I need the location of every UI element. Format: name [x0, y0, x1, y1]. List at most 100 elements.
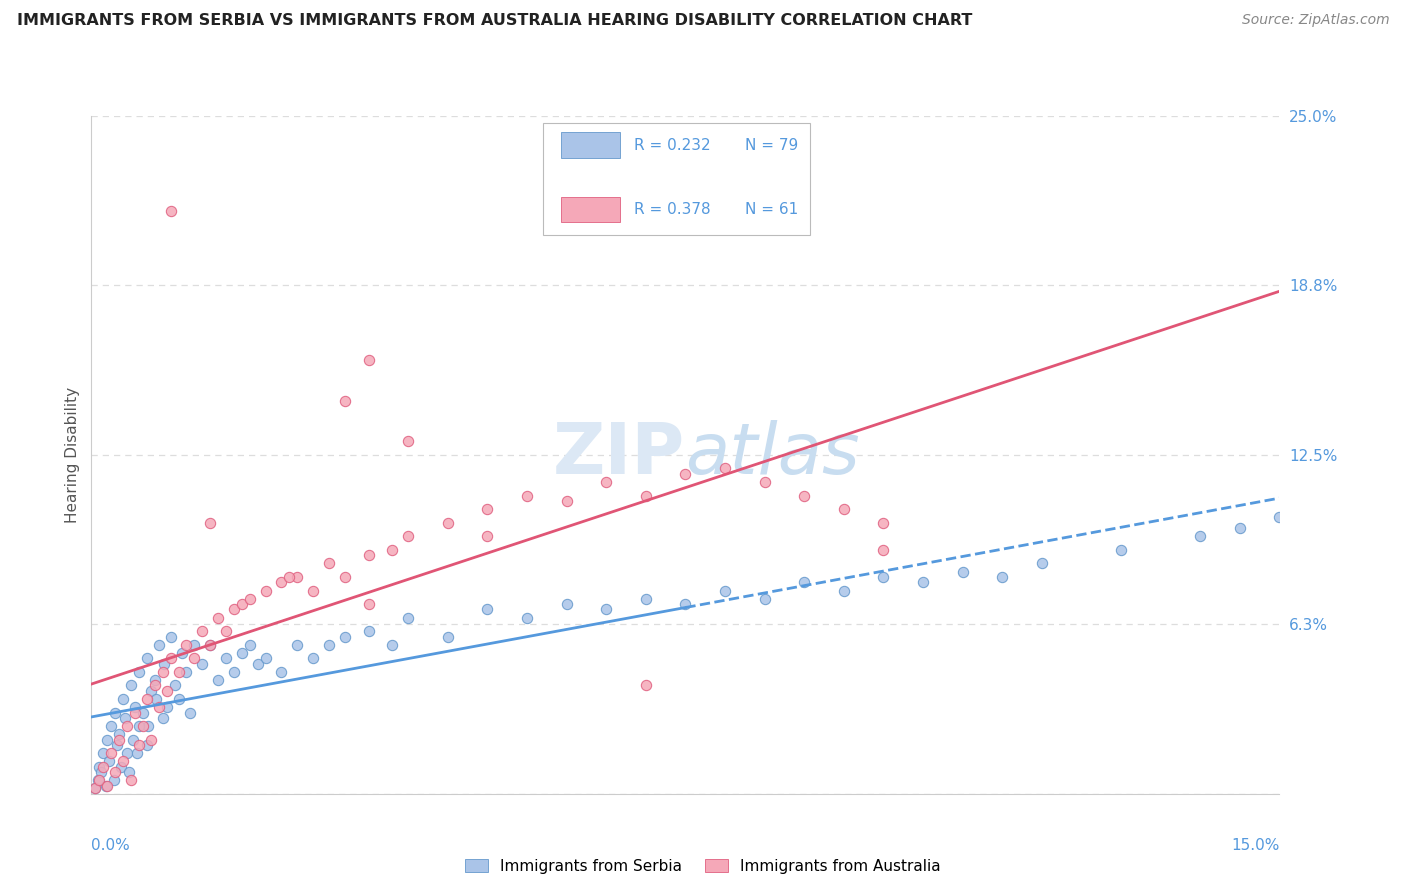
- Text: 15.0%: 15.0%: [1232, 838, 1279, 853]
- Point: [110, 760, 132, 774]
- Text: ZIP: ZIP: [553, 420, 685, 490]
- Point: [139, 732, 162, 747]
- FancyBboxPatch shape: [543, 123, 810, 235]
- Point: [148, 638, 170, 652]
- Point: [163, 678, 186, 692]
- Point: [89, 773, 111, 788]
- Point: [135, 692, 157, 706]
- Point: [128, 738, 150, 752]
- Point: [152, 711, 174, 725]
- Point: [239, 591, 262, 606]
- Point: [207, 610, 229, 624]
- Point: [222, 665, 245, 679]
- Point: [634, 591, 657, 606]
- Point: [135, 651, 157, 665]
- Point: [436, 630, 458, 644]
- Point: [115, 719, 138, 733]
- Point: [132, 706, 155, 720]
- Point: [239, 638, 262, 652]
- FancyBboxPatch shape: [561, 132, 620, 158]
- Point: [138, 719, 160, 733]
- Point: [231, 597, 253, 611]
- Point: [159, 203, 181, 218]
- Point: [555, 597, 578, 611]
- Point: [198, 638, 221, 652]
- Point: [911, 575, 934, 590]
- Point: [595, 475, 617, 489]
- Point: [108, 727, 131, 741]
- Point: [555, 494, 578, 508]
- Point: [112, 692, 135, 706]
- Point: [222, 602, 245, 616]
- Point: [246, 657, 269, 671]
- Point: [121, 732, 143, 747]
- Point: [396, 434, 419, 449]
- Point: [477, 502, 499, 516]
- Point: [278, 570, 301, 584]
- Point: [793, 489, 815, 503]
- Point: [270, 665, 292, 679]
- Point: [124, 706, 146, 720]
- Point: [89, 760, 111, 774]
- Text: IMMIGRANTS FROM SERBIA VS IMMIGRANTS FROM AUSTRALIA HEARING DISABILITY CORRELATI: IMMIGRANTS FROM SERBIA VS IMMIGRANTS FRO…: [17, 13, 972, 29]
- Point: [159, 630, 181, 644]
- Point: [90, 765, 112, 780]
- Text: atlas: atlas: [685, 420, 860, 490]
- Point: [333, 570, 356, 584]
- Point: [172, 646, 194, 660]
- Point: [108, 732, 131, 747]
- Point: [112, 755, 135, 769]
- Point: [270, 575, 292, 590]
- Point: [952, 565, 974, 579]
- Point: [634, 678, 657, 692]
- Point: [714, 583, 737, 598]
- Point: [97, 755, 120, 769]
- Point: [159, 651, 181, 665]
- Point: [634, 489, 657, 503]
- Point: [176, 638, 198, 652]
- Point: [357, 624, 380, 639]
- Point: [100, 746, 122, 760]
- Point: [105, 738, 128, 752]
- Legend: Immigrants from Serbia, Immigrants from Australia: Immigrants from Serbia, Immigrants from …: [458, 853, 948, 880]
- Point: [132, 719, 155, 733]
- Point: [285, 638, 308, 652]
- Point: [333, 393, 356, 408]
- Point: [215, 651, 238, 665]
- Point: [595, 602, 617, 616]
- Point: [872, 516, 894, 530]
- Point: [179, 706, 201, 720]
- Point: [156, 683, 179, 698]
- Point: [333, 630, 356, 644]
- Point: [872, 542, 894, 557]
- Point: [96, 732, 118, 747]
- Point: [396, 610, 419, 624]
- Y-axis label: Hearing Disability: Hearing Disability: [65, 387, 80, 523]
- Point: [167, 692, 190, 706]
- Point: [153, 657, 176, 671]
- Point: [1268, 510, 1291, 524]
- Point: [152, 665, 174, 679]
- Point: [302, 651, 325, 665]
- Point: [143, 678, 166, 692]
- Point: [754, 475, 776, 489]
- Point: [128, 665, 150, 679]
- Point: [231, 646, 253, 660]
- Point: [183, 638, 205, 652]
- Text: 0.0%: 0.0%: [91, 838, 131, 853]
- Point: [254, 651, 277, 665]
- Point: [254, 583, 277, 598]
- Point: [100, 719, 122, 733]
- Point: [714, 461, 737, 475]
- Point: [673, 467, 696, 481]
- Point: [872, 570, 894, 584]
- Point: [285, 570, 308, 584]
- Point: [115, 746, 138, 760]
- Point: [84, 781, 107, 796]
- Text: N = 61: N = 61: [745, 202, 799, 217]
- Point: [143, 673, 166, 687]
- Point: [381, 542, 404, 557]
- Point: [198, 638, 221, 652]
- Point: [477, 529, 499, 543]
- Point: [754, 591, 776, 606]
